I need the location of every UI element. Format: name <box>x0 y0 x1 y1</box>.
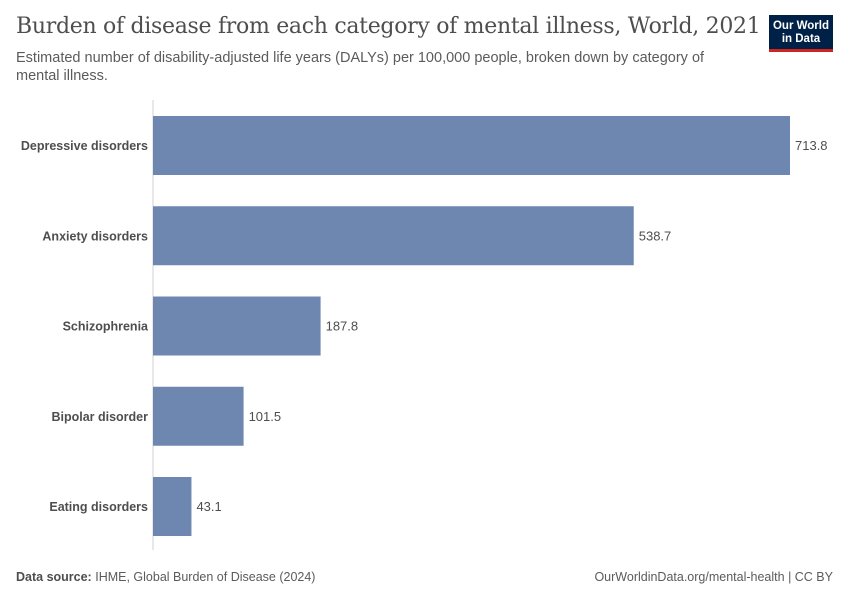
value-label: 101.5 <box>249 409 282 424</box>
category-label: Anxiety disorders <box>42 229 148 243</box>
value-label: 538.7 <box>639 228 672 243</box>
bar-anxiety-disorders[interactable] <box>153 206 634 266</box>
value-label: 713.8 <box>795 138 828 153</box>
chart-subtitle: Estimated number of disability-adjusted … <box>16 50 705 84</box>
category-label: Depressive disorders <box>21 139 148 153</box>
data-source: Data source: IHME, Global Burden of Dise… <box>16 570 315 584</box>
source-link[interactable]: IHME, Global Burden of Disease (2024) <box>95 570 316 584</box>
source-label: Data source: <box>16 570 92 584</box>
bar-bipolar-disorder[interactable] <box>153 386 244 446</box>
footer-url[interactable]: OurWorldinData.org/mental-health | CC BY <box>594 570 833 584</box>
category-label: Eating disorders <box>49 500 148 514</box>
value-label: 187.8 <box>326 319 359 334</box>
value-label: 43.1 <box>196 499 221 514</box>
category-label: Bipolar disorder <box>51 410 148 424</box>
bar-depressive-disorders[interactable] <box>153 116 790 175</box>
owid-logo[interactable]: Our World in Data <box>769 15 833 52</box>
category-label: Schizophrenia <box>63 320 149 334</box>
bar-schizophrenia[interactable] <box>153 296 321 356</box>
bar-eating-disorders[interactable] <box>153 477 192 536</box>
chart-title: Burden of disease from each category of … <box>16 14 761 39</box>
